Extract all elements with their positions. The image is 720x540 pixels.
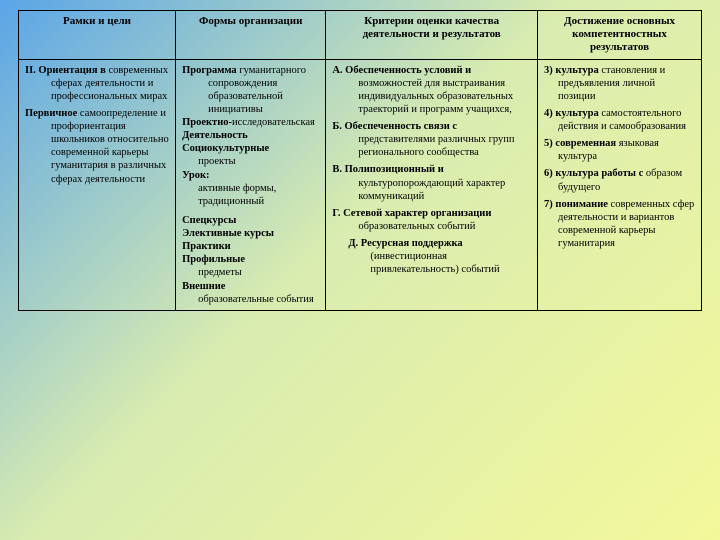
col-header-2: Формы организации (176, 11, 326, 60)
crit-a-rest: возможностей для выстраивания индивидуал… (358, 78, 513, 115)
forms-2-lead: Проектно- (182, 117, 232, 128)
res-7-lead: 7) понимание (544, 199, 611, 210)
forms-10-rest: образовательные события (182, 293, 319, 306)
crit-d-rest: образовательных событий (358, 221, 475, 232)
forms-5-lead: Урок: (182, 170, 209, 181)
forms-3: Деятельность (182, 129, 319, 142)
cell-criteria: А. Обеспеченность условий и возможностей… (326, 59, 538, 310)
forms-7: Элективные курсы (182, 227, 319, 240)
forms-9-rest: предметы (182, 266, 319, 279)
crit-c-rest: культуропорождающий характер коммуникаци… (358, 178, 505, 202)
res-4-lead: 4) культура (544, 108, 601, 119)
table-row: II. Ориентация в современных сферах деят… (19, 59, 702, 310)
crit-e-lead: Д. Ресурсная поддержка (348, 238, 462, 249)
header-row: Рамки и цели Формы организации Критерии … (19, 11, 702, 60)
crit-b-lead: Б. Обеспеченность связи с (332, 121, 457, 132)
forms-8: Практики (182, 240, 319, 253)
forms-5-rest: активные формы, традиционный (182, 182, 319, 208)
res-5-lead: 5) современная (544, 138, 619, 149)
framework-p1-lead: II. Ориентация в (25, 65, 108, 76)
cell-framework: II. Ориентация в современных сферах деят… (19, 59, 176, 310)
col-header-1: Рамки и цели (19, 11, 176, 60)
col-header-4: Достижение основных компетентностных рез… (538, 11, 702, 60)
forms-1-lead: Программа (182, 65, 239, 76)
crit-d-lead: Г. Сетевой характер организации (332, 208, 491, 219)
cell-results: 3) культура становления и предъявления л… (538, 59, 702, 310)
cell-forms: Программа гуманитарного сопровождения об… (176, 59, 326, 310)
col-header-3: Критерии оценки качества деятельности и … (326, 11, 538, 60)
framework-p2-lead: Первичное (25, 108, 80, 119)
framework-p2-rest: самоопределение и профориентация школьни… (51, 108, 169, 185)
crit-e-rest: (инвестиционная привлекательность) событ… (370, 251, 499, 275)
forms-10-lead: Внешние (182, 281, 225, 292)
crit-b-rest: представителями различных групп регионал… (358, 134, 514, 158)
forms-4-rest: проекты (182, 155, 319, 168)
crit-a-lead: А. Обеспеченность условий и (332, 65, 471, 76)
crit-c-lead: В. Полипозиционный и (332, 164, 443, 175)
content-table: Рамки и цели Формы организации Критерии … (18, 10, 702, 311)
res-3-lead: 3) культура (544, 65, 601, 76)
forms-6: Спецкурсы (182, 214, 319, 227)
res-6-lead: 6) культура работы с (544, 168, 646, 179)
forms-9-lead: Профильные (182, 254, 245, 265)
forms-4-lead: Социокультурные (182, 143, 269, 154)
forms-2-rest: исследовательская (232, 117, 315, 128)
